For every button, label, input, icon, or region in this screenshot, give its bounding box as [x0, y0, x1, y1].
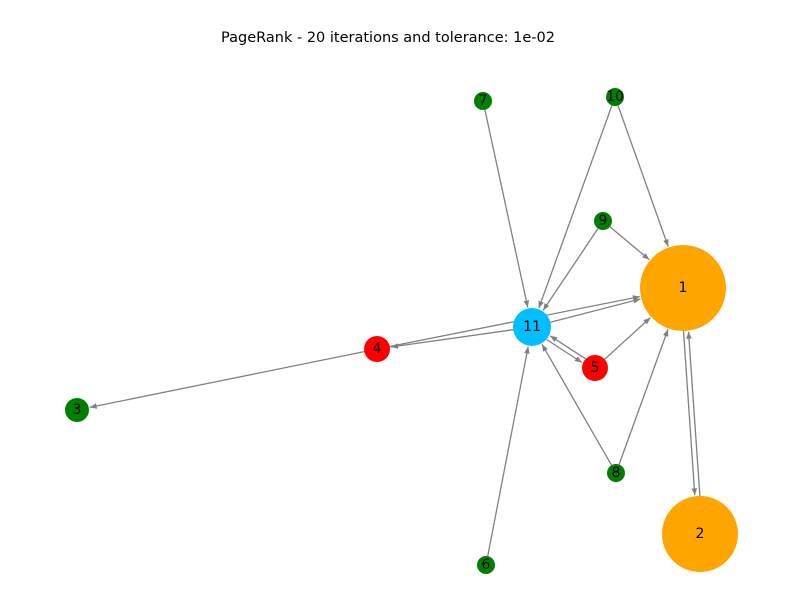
node-6: 6 [477, 556, 495, 574]
edge-11-to-1 [550, 298, 641, 323]
node-circle-9 [594, 212, 612, 230]
node-circle-2 [662, 496, 738, 572]
node-circle-10 [606, 88, 624, 106]
edge-2-to-1 [686, 331, 701, 496]
edge-8-to-11 [541, 343, 613, 466]
node-4: 4 [364, 336, 390, 362]
node-2: 2 [662, 496, 738, 572]
node-1: 1 [640, 245, 726, 331]
edge-1-to-2 [682, 331, 698, 496]
node-label-5: 5 [591, 360, 600, 376]
edge-11-to-4 [390, 329, 514, 349]
node-label-9: 9 [599, 213, 608, 229]
node-11: 11 [513, 308, 551, 346]
node-circle-5 [582, 355, 608, 381]
node-label-6: 6 [482, 557, 491, 573]
edge-5-to-1 [604, 317, 651, 360]
node-10: 10 [606, 88, 624, 106]
node-label-7: 7 [479, 93, 488, 109]
edge-10-to-1 [617, 105, 669, 247]
node-7: 7 [474, 92, 492, 110]
edges-layer [89, 105, 701, 557]
node-label-10: 10 [606, 89, 624, 105]
node-label-1: 1 [679, 280, 688, 296]
node-label-11: 11 [523, 319, 541, 335]
edge-6-to-11 [487, 346, 530, 557]
edge-9-to-1 [609, 226, 650, 261]
edge-10-to-11 [538, 105, 613, 309]
edge-8-to-1 [618, 329, 669, 465]
nodes-layer: 1 2 3 4 5 6 7 8 9 10 11 [65, 88, 738, 574]
node-circle-3 [65, 398, 89, 422]
node-5: 5 [582, 355, 608, 381]
edge-5-to-11 [549, 335, 586, 360]
node-3: 3 [65, 398, 89, 422]
edge-7-to-11 [484, 109, 530, 308]
edge-4-to-3 [89, 350, 365, 409]
chart-title: PageRank - 20 iterations and tolerance: … [221, 30, 555, 46]
node-circle-4 [364, 336, 390, 362]
node-label-4: 4 [373, 341, 382, 357]
node-circle-1 [640, 245, 726, 331]
node-label-2: 2 [696, 526, 705, 542]
node-circle-11 [513, 308, 551, 346]
edge-9-to-11 [542, 228, 599, 311]
node-circle-7 [474, 92, 492, 110]
node-label-3: 3 [73, 402, 82, 418]
node-circle-6 [477, 556, 495, 574]
node-8: 8 [607, 464, 625, 482]
node-circle-8 [607, 464, 625, 482]
edge-11-to-5 [546, 338, 583, 364]
node-9: 9 [594, 212, 612, 230]
node-label-8: 8 [612, 465, 621, 481]
